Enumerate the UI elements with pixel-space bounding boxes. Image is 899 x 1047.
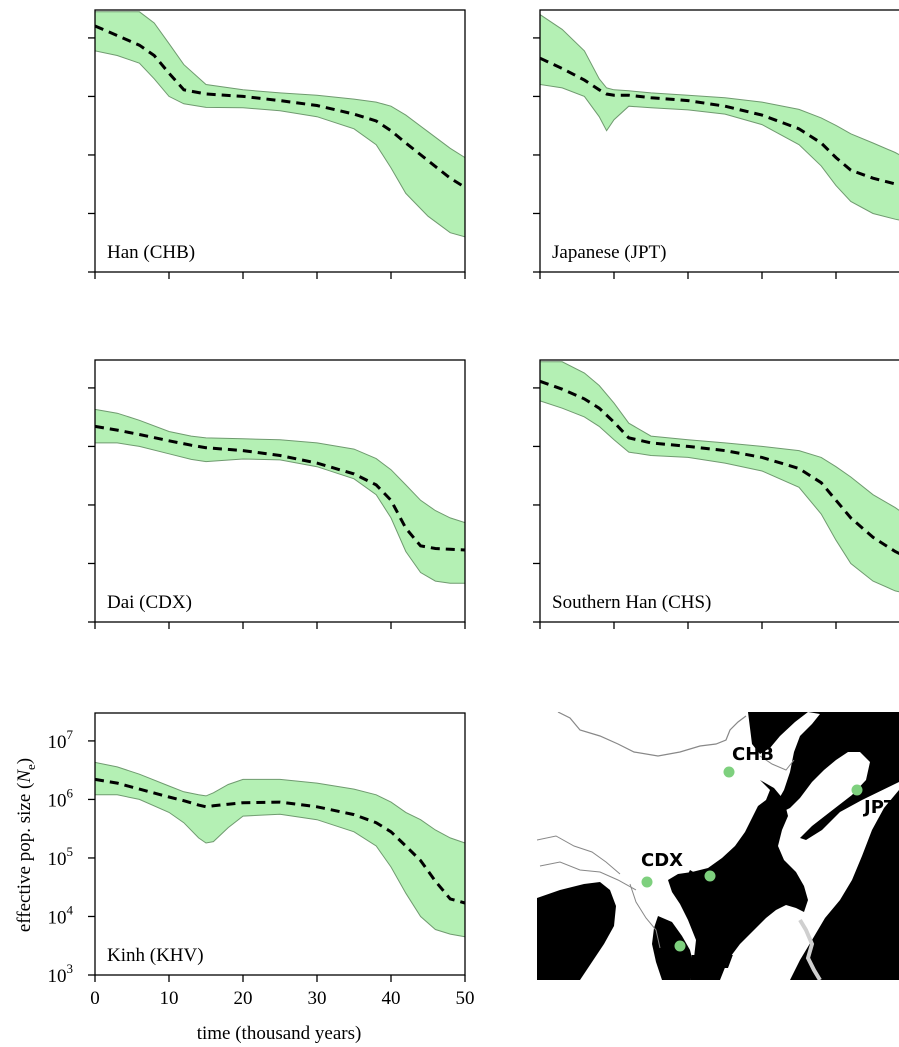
y-tick-label: 103	[48, 961, 74, 987]
panel-label: Han (CHB)	[107, 242, 195, 263]
map-label-jpt: JPT	[862, 797, 897, 818]
y-axis-label: effective pop. size (Ne)	[14, 758, 38, 932]
confidence-band	[539, 361, 899, 593]
map-border-southwest-2	[539, 861, 637, 891]
map-land-southwest	[537, 882, 616, 980]
median-line	[94, 424, 466, 552]
panel-dai-cdx: Dai (CDX)	[88, 359, 466, 629]
panel-han-chb: Han (CHB)	[88, 9, 466, 279]
x-tick-label: 50	[456, 988, 475, 1009]
y-tick-label: 104	[48, 902, 74, 928]
x-tick-label: 0	[90, 988, 100, 1009]
map-label-cdx: CDX	[641, 850, 683, 871]
x-tick-label: 40	[382, 988, 401, 1009]
map-border-indochina	[629, 883, 661, 949]
map-label-chs: CHS	[712, 886, 753, 907]
map-marker-chs	[704, 870, 716, 882]
map-marker-jpt	[851, 784, 863, 796]
map-land-indochina	[652, 916, 694, 980]
map-marker-chb	[723, 766, 735, 778]
x-tick-label: 20	[234, 988, 253, 1009]
x-tick-label: 10	[160, 988, 179, 1009]
y-tick-label: 107	[48, 727, 74, 753]
panel-southern-han-chs: Southern Han (CHS)	[533, 359, 899, 629]
median-line	[539, 56, 899, 186]
chart-panels: Han (CHB) Japanese (JPT) Dai (CDX) Southern…	[48, 9, 899, 1009]
y-tick-label: 105	[48, 844, 74, 870]
map-islands-philippines	[798, 918, 822, 980]
map-land-hainan-peninsula	[684, 870, 706, 900]
panel-japanese-jpt: Japanese (JPT)	[533, 9, 899, 279]
plot-frame	[94, 712, 466, 976]
map-border-southwest-1	[537, 835, 621, 875]
map-border-korea	[759, 755, 795, 771]
map-sites: CHB JPT CDX CHS KHV	[641, 744, 897, 973]
plot-frame	[539, 359, 899, 623]
map-label-chb: CHB	[732, 744, 774, 765]
x-tick-label: 30	[308, 988, 327, 1009]
panel-label: Japanese (JPT)	[552, 242, 667, 263]
y-tick-label: 106	[48, 785, 74, 811]
map-label-khv: KHV	[690, 952, 733, 973]
plot-frame	[94, 359, 466, 623]
map-marker-cdx	[641, 876, 653, 888]
median-line	[94, 24, 466, 189]
median-line	[94, 777, 466, 905]
panel-kinh-khv: 0 10 20 30 40 50 103 104 105 106 107 Kinh (KHV)	[48, 712, 475, 1009]
panel-label: Kinh (KHV)	[107, 945, 204, 966]
plot-frame	[539, 9, 899, 273]
map-marker-khv	[674, 940, 686, 952]
map-inset: CHB JPT CDX CHS KHV	[537, 712, 899, 980]
map-land-pacific	[790, 790, 899, 980]
x-axis-label: time (thousand years)	[197, 1023, 362, 1044]
plot-frame	[94, 9, 466, 273]
map-land-china-coast	[668, 780, 808, 980]
confidence-band	[539, 13, 899, 221]
panel-label: Dai (CDX)	[107, 592, 192, 613]
map-border-north	[557, 712, 747, 757]
median-line	[539, 379, 899, 556]
panel-label: Southern Han (CHS)	[552, 592, 711, 613]
